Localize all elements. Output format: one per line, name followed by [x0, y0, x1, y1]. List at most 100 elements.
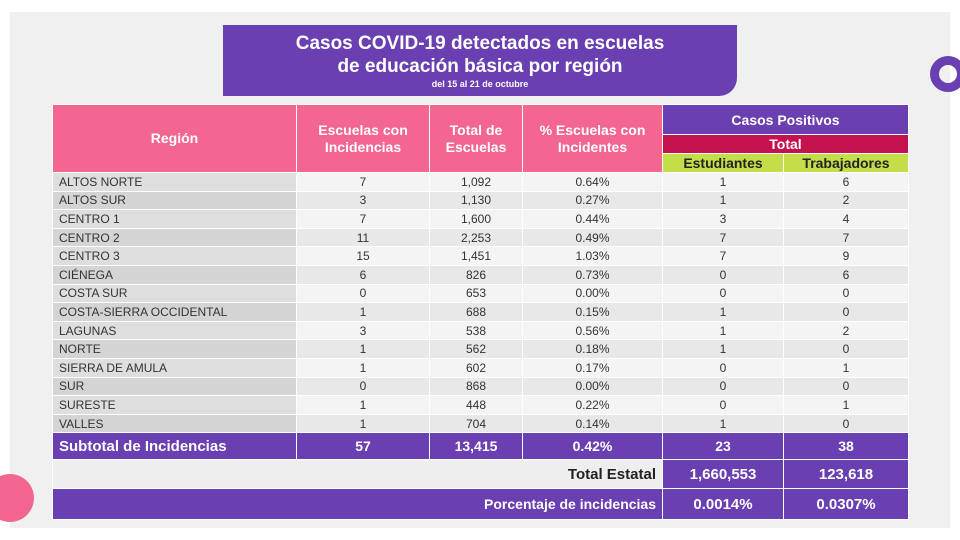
escuelas-cell: 1 — [296, 413, 430, 434]
table-row: LAGUNAS 3 538 0.56% 1 2 — [52, 320, 909, 341]
table-row: SURESTE 1 448 0.22% 0 1 — [52, 395, 909, 415]
subtotal-trabajadores: 38 — [783, 432, 909, 461]
estudiantes-cell: 1 — [662, 413, 784, 434]
header-escuelas-incidencias: Escuelas con Incidencias — [296, 104, 430, 173]
region-cell: SURESTE — [52, 395, 297, 415]
header-region: Región — [52, 104, 297, 173]
table-row: ALTOS NORTE 7 1,092 0.64% 1 6 — [52, 172, 909, 192]
region-cell: COSTA SUR — [52, 283, 297, 304]
total-cell: 2,253 — [429, 227, 523, 248]
total-estatal-trabajadores: 123,618 — [783, 459, 909, 490]
table-row: CENTRO 3 15 1,451 1.03% 7 9 — [52, 246, 909, 266]
porcentaje-row: Porcentaje de incidencias 0.0014% 0.0307… — [52, 488, 909, 521]
subtotal-row: Subtotal de Incidencias 57 13,415 0.42% … — [52, 432, 909, 461]
region-cell: COSTA-SIERRA OCCIDENTAL — [52, 302, 297, 322]
trabajadores-cell: 0 — [783, 339, 909, 359]
total-cell: 538 — [429, 320, 523, 341]
pct-cell: 0.00% — [522, 283, 663, 304]
total-cell: 1,092 — [429, 172, 523, 192]
header-total-escuelas: Total de Escuelas — [429, 104, 523, 173]
table-row: SIERRA DE AMULA 1 602 0.17% 0 1 — [52, 357, 909, 378]
decorative-ring — [930, 56, 960, 92]
region-cell: CIÉNEGA — [52, 264, 297, 285]
total-cell: 653 — [429, 283, 523, 304]
table-row: SUR 0 868 0.00% 0 0 — [52, 376, 909, 397]
region-cell: ALTOS NORTE — [52, 172, 297, 192]
table-row: CIÉNEGA 6 826 0.73% 0 6 — [52, 264, 909, 285]
trabajadores-cell: 2 — [783, 320, 909, 341]
header-trabajadores: Trabajadores — [783, 153, 909, 173]
trabajadores-cell: 1 — [783, 395, 909, 415]
trabajadores-cell: 9 — [783, 246, 909, 266]
pct-cell: 1.03% — [522, 246, 663, 266]
table-row: COSTA-SIERRA OCCIDENTAL 1 688 0.15% 1 0 — [52, 302, 909, 322]
total-estatal-label: Total Estatal — [52, 459, 663, 490]
escuelas-cell: 7 — [296, 172, 430, 192]
escuelas-cell: 1 — [296, 302, 430, 322]
region-cell: SIERRA DE AMULA — [52, 357, 297, 378]
region-cell: CENTRO 1 — [52, 209, 297, 229]
porcentaje-label: Porcentaje de incidencias — [52, 488, 663, 521]
trabajadores-cell: 1 — [783, 357, 909, 378]
escuelas-cell: 7 — [296, 209, 430, 229]
porcentaje-trabajadores: 0.0307% — [783, 488, 909, 521]
estudiantes-cell: 0 — [662, 376, 784, 397]
pct-cell: 0.44% — [522, 209, 663, 229]
trabajadores-cell: 0 — [783, 413, 909, 434]
pct-cell: 0.17% — [522, 357, 663, 378]
estudiantes-cell: 1 — [662, 320, 784, 341]
date-range: del 15 al 21 de octubre — [431, 79, 529, 89]
header-casos-positivos: Casos Positivos — [662, 104, 909, 135]
header-estudiantes: Estudiantes — [662, 153, 784, 173]
subtotal-escuelas: 57 — [296, 432, 430, 461]
trabajadores-cell: 6 — [783, 264, 909, 285]
pct-cell: 0.15% — [522, 302, 663, 322]
region-cell: VALLES — [52, 413, 297, 434]
total-cell: 688 — [429, 302, 523, 322]
escuelas-cell: 0 — [296, 376, 430, 397]
subtotal-label: Subtotal de Incidencias — [52, 432, 297, 461]
header-total: Total — [662, 134, 909, 154]
trabajadores-cell: 0 — [783, 283, 909, 304]
escuelas-cell: 6 — [296, 264, 430, 285]
table-row: NORTE 1 562 0.18% 1 0 — [52, 339, 909, 359]
subtotal-estudiantes: 23 — [662, 432, 784, 461]
pct-cell: 0.73% — [522, 264, 663, 285]
trabajadores-cell: 4 — [783, 209, 909, 229]
subtotal-pct: 0.42% — [522, 432, 663, 461]
pct-cell: 0.64% — [522, 172, 663, 192]
estudiantes-cell: 1 — [662, 302, 784, 322]
pct-cell: 0.56% — [522, 320, 663, 341]
table-row: CENTRO 2 11 2,253 0.49% 7 7 — [52, 227, 909, 248]
trabajadores-cell: 2 — [783, 190, 909, 211]
escuelas-cell: 15 — [296, 246, 430, 266]
estudiantes-cell: 0 — [662, 357, 784, 378]
total-cell: 602 — [429, 357, 523, 378]
total-cell: 1,130 — [429, 190, 523, 211]
escuelas-cell: 1 — [296, 395, 430, 415]
header-pct-escuelas: % Escuelas con Incidentes — [522, 104, 663, 173]
page-title: Casos COVID-19 detectados en escuelas de… — [295, 33, 665, 77]
region-cell: CENTRO 2 — [52, 227, 297, 248]
estudiantes-cell: 0 — [662, 264, 784, 285]
estudiantes-cell: 1 — [662, 339, 784, 359]
region-cell: ALTOS SUR — [52, 190, 297, 211]
trabajadores-cell: 0 — [783, 376, 909, 397]
region-cell: CENTRO 3 — [52, 246, 297, 266]
table-row: COSTA SUR 0 653 0.00% 0 0 — [52, 283, 909, 304]
pct-cell: 0.00% — [522, 376, 663, 397]
table-row: ALTOS SUR 3 1,130 0.27% 1 2 — [52, 190, 909, 211]
trabajadores-cell: 6 — [783, 172, 909, 192]
porcentaje-estudiantes: 0.0014% — [662, 488, 784, 521]
estudiantes-cell: 0 — [662, 395, 784, 415]
pct-cell: 0.14% — [522, 413, 663, 434]
escuelas-cell: 11 — [296, 227, 430, 248]
pct-cell: 0.49% — [522, 227, 663, 248]
total-cell: 562 — [429, 339, 523, 359]
region-cell: LAGUNAS — [52, 320, 297, 341]
table-row: CENTRO 1 7 1,600 0.44% 3 4 — [52, 209, 909, 229]
total-cell: 1,600 — [429, 209, 523, 229]
cases-table: Región Escuelas con Incidencias Total de… — [52, 104, 909, 521]
total-cell: 826 — [429, 264, 523, 285]
region-cell: SUR — [52, 376, 297, 397]
